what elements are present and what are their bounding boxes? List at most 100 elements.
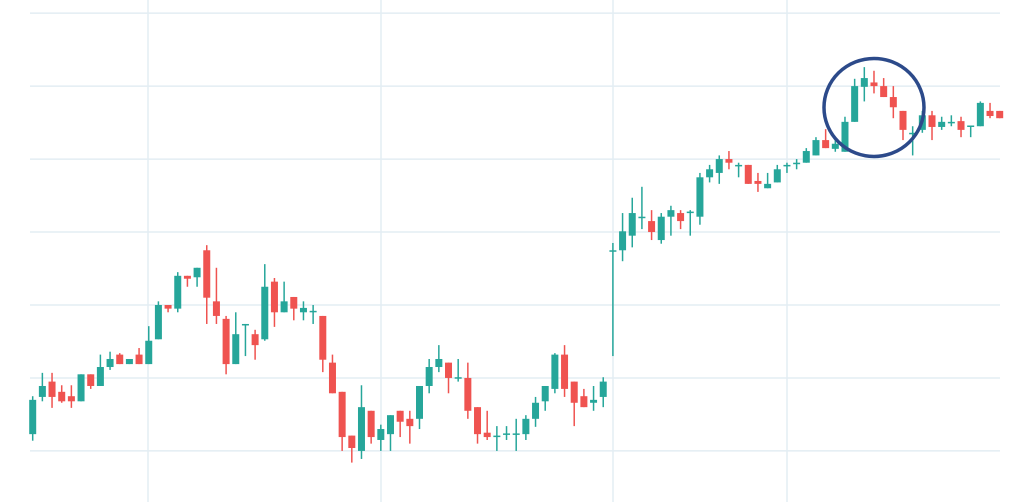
candle-down xyxy=(270,277,278,327)
candle-body xyxy=(377,429,385,440)
candle-body xyxy=(735,164,743,167)
candle-up xyxy=(386,415,394,451)
candle-up xyxy=(590,385,598,411)
candle-down xyxy=(744,164,752,184)
candle-body xyxy=(96,367,104,386)
candle-down xyxy=(48,372,56,408)
candle-up xyxy=(851,78,859,122)
candle-body xyxy=(435,358,443,368)
candle-body xyxy=(77,374,85,402)
candle-up xyxy=(309,304,317,324)
candle-body xyxy=(822,140,830,149)
candle-up xyxy=(145,326,153,365)
candle-body xyxy=(532,402,540,419)
candle-up xyxy=(435,345,443,373)
candle-body xyxy=(870,82,878,87)
candle-body xyxy=(367,410,375,438)
candle-body xyxy=(454,377,462,379)
candle-body xyxy=(445,362,453,378)
candle-down xyxy=(580,388,588,408)
candle-body xyxy=(715,159,723,173)
candle-down xyxy=(406,410,414,444)
candle-up xyxy=(764,172,772,189)
candle-body xyxy=(696,177,704,217)
candle-body xyxy=(686,211,694,214)
candle-body xyxy=(406,418,414,427)
candle-body xyxy=(357,407,365,451)
candle-body xyxy=(580,396,588,408)
candle-body xyxy=(270,281,278,313)
candle-body xyxy=(986,110,994,117)
candle-body xyxy=(522,418,530,435)
candle-body xyxy=(570,381,578,403)
candle-body xyxy=(957,121,965,130)
candle-down xyxy=(822,129,830,149)
candle-down xyxy=(483,410,491,440)
candles xyxy=(29,67,1004,463)
candle-up xyxy=(735,162,743,178)
candle-body xyxy=(396,410,404,422)
candle-body xyxy=(135,354,143,365)
candle-down xyxy=(58,385,66,403)
candle-up xyxy=(667,205,675,236)
candle-body xyxy=(512,433,520,435)
candle-up xyxy=(967,125,975,138)
candle-down xyxy=(367,410,375,444)
candle-body xyxy=(706,169,714,178)
candle-down xyxy=(319,315,327,373)
candle-up xyxy=(541,385,549,411)
candle-up xyxy=(232,312,240,365)
candle-body xyxy=(328,362,336,394)
candle-down xyxy=(251,329,259,360)
candle-body xyxy=(386,415,394,435)
candle-body xyxy=(203,250,211,298)
candle-body xyxy=(802,151,810,163)
candle-body xyxy=(29,399,37,435)
candle-up xyxy=(154,301,162,340)
candle-body xyxy=(241,323,249,326)
candle-down xyxy=(570,381,578,427)
candle-up xyxy=(628,197,636,248)
candle-body xyxy=(909,132,917,135)
candle-down xyxy=(928,110,936,141)
candle-body xyxy=(338,391,346,438)
candle-down xyxy=(290,296,298,321)
candle-up xyxy=(599,377,607,408)
candle-up xyxy=(125,358,133,365)
candle-up xyxy=(947,115,955,127)
candle-up xyxy=(812,137,820,156)
candle-up xyxy=(106,351,114,370)
candle-body xyxy=(309,310,317,313)
candle-body xyxy=(628,213,636,236)
candle-down xyxy=(648,210,656,241)
candle-down xyxy=(754,172,762,192)
candle-up xyxy=(522,415,530,440)
candle-body xyxy=(928,115,936,127)
candle-up xyxy=(512,418,520,451)
candle-body xyxy=(899,110,907,130)
candle-up xyxy=(783,162,791,173)
candle-up xyxy=(609,242,617,357)
candle-body xyxy=(474,407,482,435)
candle-up xyxy=(96,354,104,386)
candle-body xyxy=(58,391,66,402)
candle-body xyxy=(754,180,762,184)
candle-body xyxy=(725,159,733,163)
candle-down xyxy=(725,151,733,170)
highlight-circle xyxy=(822,56,926,159)
candle-up xyxy=(860,67,868,102)
candle-body xyxy=(183,275,191,279)
candle-body xyxy=(87,374,95,386)
candle-body xyxy=(290,296,298,309)
candle-body xyxy=(261,286,269,340)
candle-up xyxy=(241,323,249,357)
candle-up xyxy=(773,164,781,183)
candle-body xyxy=(657,216,665,241)
candle-body xyxy=(880,86,888,98)
candle-body xyxy=(106,358,114,368)
candle-body xyxy=(860,78,868,87)
candle-up xyxy=(77,374,85,402)
annotations xyxy=(822,56,926,159)
candle-down xyxy=(67,385,75,408)
